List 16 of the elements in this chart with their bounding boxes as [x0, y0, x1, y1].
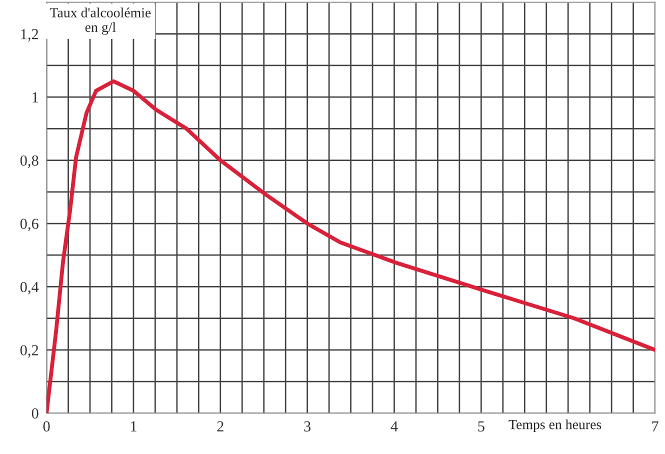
y-tick-label: 1,2	[21, 29, 38, 42]
x-tick-label: 4	[390, 421, 398, 432]
y-axis-title: Taux d'alcoolémie en g/l	[50, 8, 151, 35]
y-tick-label: 0,4	[20, 282, 39, 294]
x-tick-label: 7	[652, 421, 658, 432]
x-tick-label: 5	[478, 421, 484, 432]
y-tick-label: 1	[32, 92, 38, 102]
x-tick-label: 3	[304, 421, 311, 432]
y-tick-label: 0,8	[20, 155, 38, 168]
x-tick-label: 2	[217, 421, 224, 432]
y-tick-label: 0	[32, 408, 38, 419]
y-tick-label: 0,6	[20, 218, 38, 232]
x-tick-label: 0	[43, 421, 50, 432]
x-axis-title: Temps en heures	[508, 419, 602, 432]
y-tick-label: 0,2	[20, 345, 38, 358]
x-tick-label: 1	[131, 421, 136, 432]
